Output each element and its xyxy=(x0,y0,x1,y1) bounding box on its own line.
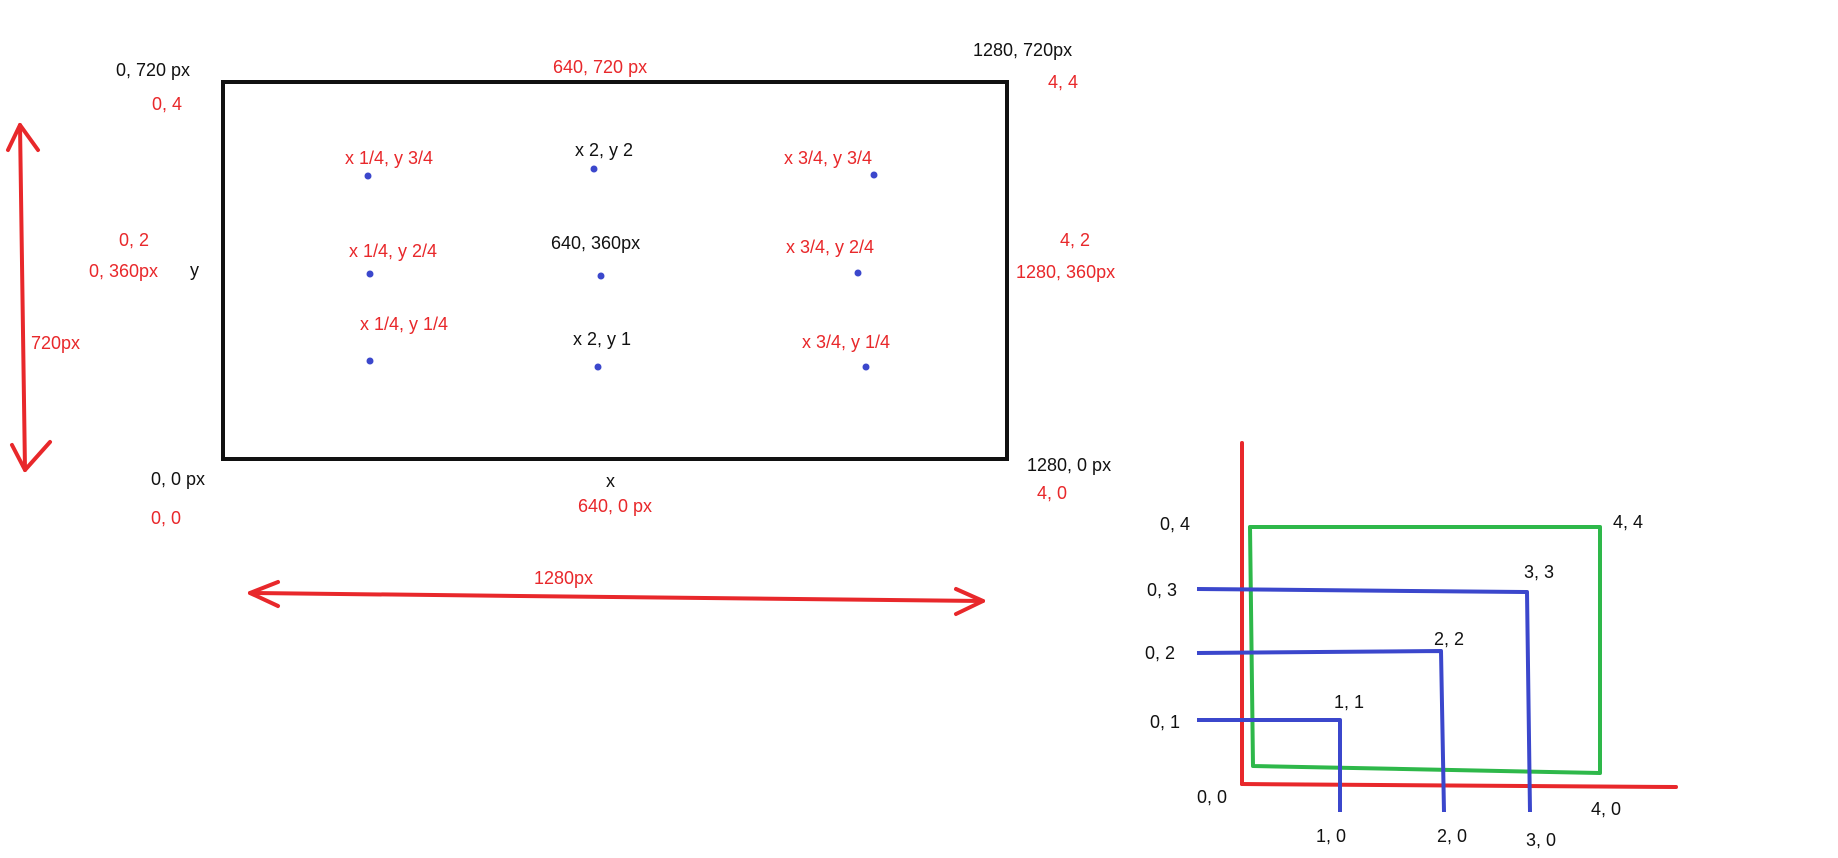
top-mid-px-label: 640, 720 px xyxy=(553,57,647,77)
grid-y-label-3: 0, 3 xyxy=(1147,580,1177,600)
point-lower-right-dot xyxy=(862,363,870,371)
corner-top-left-grid-label: 0, 4 xyxy=(152,94,182,114)
grid-corner-label-4: 4, 4 xyxy=(1613,512,1643,532)
width-label: 1280px xyxy=(534,568,593,588)
point-lower-right-label: x 3/4, y 1/4 xyxy=(802,332,890,352)
height-arrow xyxy=(6,123,52,472)
x-axis-label: x xyxy=(606,471,615,491)
grid-x-label-3: 3, 0 xyxy=(1526,830,1556,850)
corner-top-right-px-label: 1280, 720px xyxy=(973,40,1072,60)
point-upper-left-dot xyxy=(364,172,372,180)
corner-bottom-left-px-label: 0, 0 px xyxy=(151,469,205,489)
grid-x-label-1: 1, 0 xyxy=(1316,826,1346,846)
point-middle-left-dot xyxy=(366,270,374,278)
point-upper-center-dot xyxy=(590,165,598,173)
grid-y-label-2: 0, 2 xyxy=(1145,643,1175,663)
point-upper-right-label: x 3/4, y 3/4 xyxy=(784,148,872,168)
corner-bottom-right-px-label: 1280, 0 px xyxy=(1027,455,1111,475)
point-center-label: 640, 360px xyxy=(551,233,640,253)
left-mid-grid-label: 0, 2 xyxy=(119,230,149,250)
grid-corner-label-1: 1, 1 xyxy=(1334,692,1364,712)
grid-corner-label-3: 3, 3 xyxy=(1524,562,1554,582)
point-lower-center-dot xyxy=(594,363,602,371)
corner-top-right-grid-label: 4, 4 xyxy=(1048,72,1078,92)
point-upper-center-label: x 2, y 2 xyxy=(575,140,633,160)
corner-bottom-right-grid-label: 4, 0 xyxy=(1037,483,1067,503)
point-center-dot xyxy=(597,272,605,280)
point-upper-right-dot xyxy=(870,171,878,179)
point-lower-center-label: x 2, y 1 xyxy=(573,329,631,349)
height-label: 720px xyxy=(31,333,80,353)
grid-y-label-4: 0, 4 xyxy=(1160,514,1190,534)
point-lower-left-label: x 1/4, y 1/4 xyxy=(360,314,448,334)
point-middle-right-dot xyxy=(854,269,862,277)
right-mid-grid-label: 4, 2 xyxy=(1060,230,1090,250)
screen-rectangle xyxy=(221,80,1009,461)
corner-top-left-px-label: 0, 720 px xyxy=(116,60,190,80)
width-arrow xyxy=(248,580,985,616)
grid-x-label-2: 2, 0 xyxy=(1437,826,1467,846)
left-mid-px-label: 0, 360px xyxy=(89,261,158,281)
corner-bottom-left-grid-label: 0, 0 xyxy=(151,508,181,528)
point-middle-left-label: x 1/4, y 2/4 xyxy=(349,241,437,261)
point-lower-left-dot xyxy=(366,357,374,365)
blue-grid-lines xyxy=(1196,587,1532,813)
grid-origin-label: 0, 0 xyxy=(1197,787,1227,807)
right-mid-px-label: 1280, 360px xyxy=(1016,262,1115,282)
grid-corner-label-2: 2, 2 xyxy=(1434,629,1464,649)
bottom-mid-px-label: 640, 0 px xyxy=(578,496,652,516)
grid-y-label-1: 0, 1 xyxy=(1150,712,1180,732)
y-axis-label: y xyxy=(190,260,199,280)
green-square xyxy=(1248,525,1602,775)
grid-x-label-4: 4, 0 xyxy=(1591,799,1621,819)
point-middle-right-label: x 3/4, y 2/4 xyxy=(786,237,874,257)
point-upper-left-label: x 1/4, y 3/4 xyxy=(345,148,433,168)
red-axes xyxy=(1240,441,1678,789)
